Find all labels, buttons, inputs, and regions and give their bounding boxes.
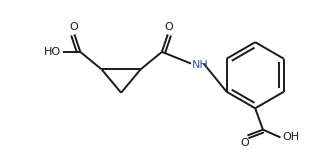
Text: HO: HO (44, 47, 61, 57)
Text: O: O (240, 138, 249, 148)
Text: OH: OH (282, 132, 300, 142)
Text: O: O (164, 22, 173, 31)
Text: O: O (69, 22, 78, 31)
Text: NH: NH (192, 60, 209, 70)
